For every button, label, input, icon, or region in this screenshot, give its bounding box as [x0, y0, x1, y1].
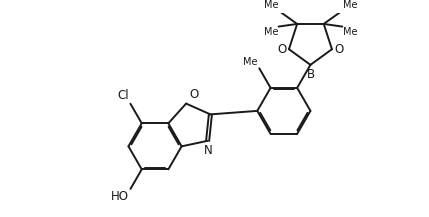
- Text: Me: Me: [343, 27, 357, 37]
- Text: Cl: Cl: [118, 89, 129, 102]
- Text: HO: HO: [111, 190, 129, 203]
- Text: Me: Me: [263, 27, 278, 37]
- Text: Me: Me: [263, 0, 278, 10]
- Text: O: O: [189, 88, 198, 101]
- Text: N: N: [204, 144, 213, 157]
- Text: O: O: [277, 43, 286, 56]
- Text: B: B: [306, 68, 314, 81]
- Text: O: O: [335, 43, 344, 56]
- Text: Me: Me: [243, 57, 258, 67]
- Text: Me: Me: [343, 0, 357, 10]
